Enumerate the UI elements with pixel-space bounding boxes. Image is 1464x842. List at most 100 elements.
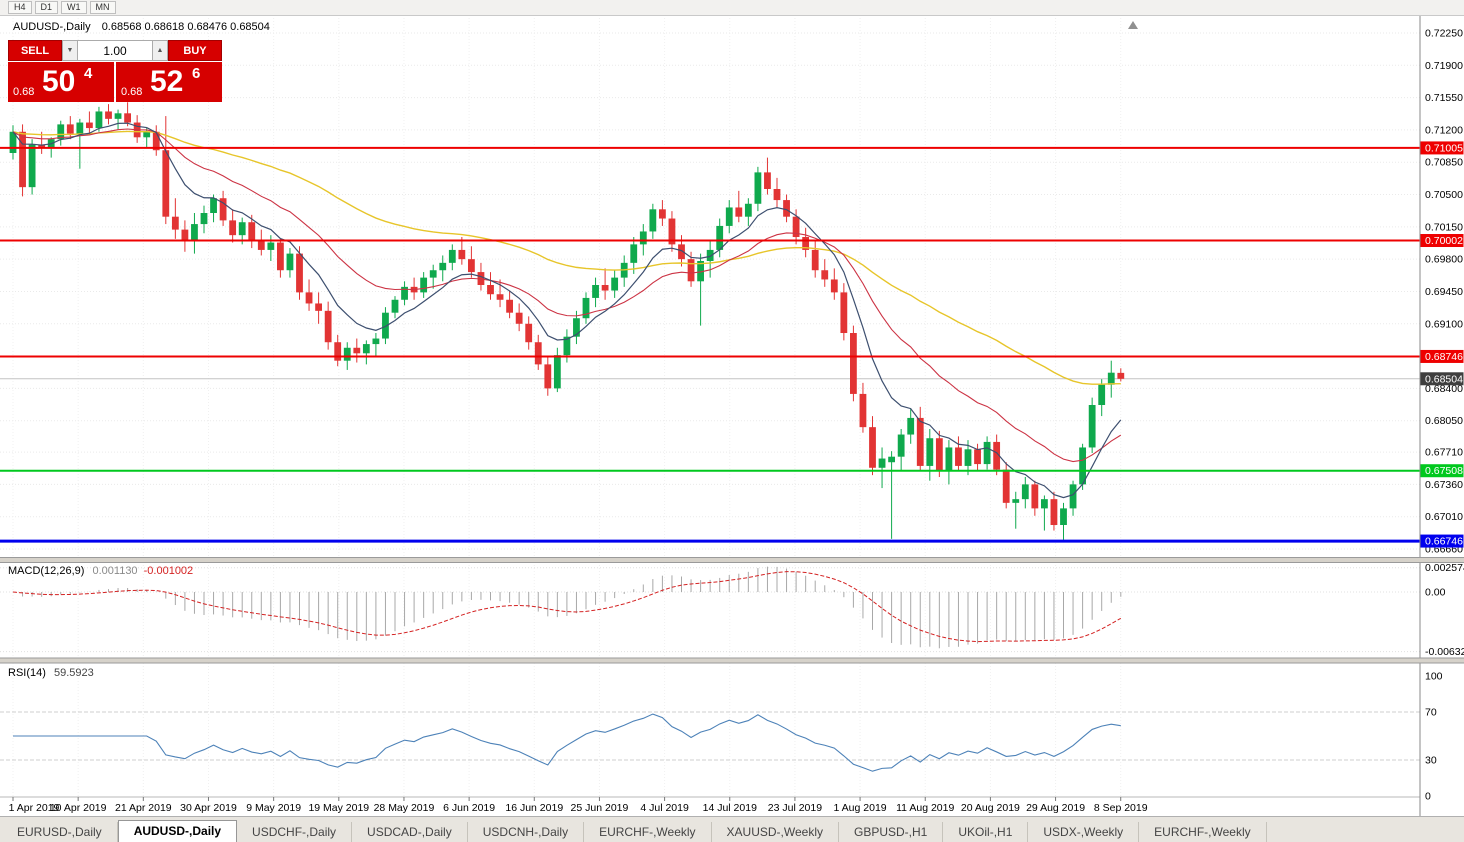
volume-input[interactable] xyxy=(78,40,152,61)
macd-value-signal: -0.001002 xyxy=(143,565,194,577)
svg-text:0.70002: 0.70002 xyxy=(1425,235,1463,247)
svg-text:0.72250: 0.72250 xyxy=(1425,28,1463,40)
svg-text:0.71550: 0.71550 xyxy=(1425,92,1463,104)
tab-usdx-weekly[interactable]: USDX-,Weekly xyxy=(1028,822,1140,842)
svg-text:19 May 2019: 19 May 2019 xyxy=(308,802,369,814)
svg-text:10 Apr 2019: 10 Apr 2019 xyxy=(50,802,107,814)
svg-text:30: 30 xyxy=(1425,755,1437,767)
svg-text:25 Jun 2019: 25 Jun 2019 xyxy=(571,802,629,814)
svg-text:0.69800: 0.69800 xyxy=(1425,254,1463,266)
svg-text:0.70850: 0.70850 xyxy=(1425,157,1463,169)
grid-layer xyxy=(0,18,1420,797)
svg-text:0.70150: 0.70150 xyxy=(1425,221,1463,233)
sell-price-big: 50 xyxy=(42,65,76,98)
sell-price-sup: 4 xyxy=(84,65,93,82)
macd-pane xyxy=(0,566,1420,653)
rsi-title: RSI(14) xyxy=(8,667,46,679)
svg-text:0.68050: 0.68050 xyxy=(1425,415,1463,427)
buy-quote[interactable]: 0.68 52 6 xyxy=(116,62,222,102)
sell-quote[interactable]: 0.68 50 4 xyxy=(8,62,114,102)
buy-price-sup: 6 xyxy=(192,65,201,82)
rsi-label: RSI(14) 59.5923 xyxy=(8,667,94,679)
buy-button[interactable]: BUY xyxy=(168,40,222,61)
volume-up-button[interactable]: ▲ xyxy=(152,40,168,61)
svg-text:16 Jun 2019: 16 Jun 2019 xyxy=(505,802,563,814)
chevron-up-icon: ▲ xyxy=(156,47,164,54)
macd-label: MACD(12,26,9) 0.001130 -0.001002 xyxy=(8,565,193,577)
svg-text:6 Jun 2019: 6 Jun 2019 xyxy=(443,802,495,814)
tab-usdcad-daily[interactable]: USDCAD-,Daily xyxy=(352,822,468,842)
tab-usdchf-daily[interactable]: USDCHF-,Daily xyxy=(237,822,353,842)
svg-text:8 Sep 2019: 8 Sep 2019 xyxy=(1094,802,1148,814)
chart-ohlc-values: 0.68568 0.68618 0.68476 0.68504 xyxy=(101,21,270,33)
chart-symbol-label: AUDUSD-,Daily xyxy=(13,21,91,33)
svg-text:0.67360: 0.67360 xyxy=(1425,479,1463,491)
svg-text:70: 70 xyxy=(1425,707,1437,719)
svg-text:0.002574: 0.002574 xyxy=(1425,562,1464,574)
svg-text:0.66746: 0.66746 xyxy=(1425,536,1463,548)
svg-text:30 Apr 2019: 30 Apr 2019 xyxy=(180,802,237,814)
tab-usdcnh-daily[interactable]: USDCNH-,Daily xyxy=(468,822,585,842)
chevron-down-icon: ▼ xyxy=(66,47,74,54)
svg-text:0.00: 0.00 xyxy=(1425,587,1446,599)
svg-text:20 Aug 2019: 20 Aug 2019 xyxy=(961,802,1020,814)
macd-value-main: 0.001130 xyxy=(92,565,138,577)
tab-gbpusd-h1[interactable]: GBPUSD-,H1 xyxy=(839,822,944,842)
period-toolbar: H4 D1 W1 MN xyxy=(0,0,1464,16)
buy-price-big: 52 xyxy=(150,65,184,98)
one-click-trade-panel: SELL ▼ ▲ BUY 0.68 50 4 0.68 52 6 xyxy=(8,40,222,102)
chart-shift-icon xyxy=(1128,21,1138,29)
svg-text:-0.006326: -0.006326 xyxy=(1425,646,1464,658)
svg-text:0.68746: 0.68746 xyxy=(1425,351,1463,363)
volume-down-button[interactable]: ▼ xyxy=(62,40,78,61)
period-button-h4[interactable]: H4 xyxy=(8,1,32,14)
svg-text:0.69450: 0.69450 xyxy=(1425,286,1463,298)
svg-text:0.68400: 0.68400 xyxy=(1425,383,1463,395)
rsi-pane xyxy=(0,711,1464,798)
svg-text:0.68504: 0.68504 xyxy=(1425,373,1463,385)
sell-button[interactable]: SELL xyxy=(8,40,62,61)
chart-header: AUDUSD-,Daily 0.68568 0.68618 0.68476 0.… xyxy=(13,21,270,33)
period-button-w1[interactable]: W1 xyxy=(61,1,87,14)
moving-average-lines xyxy=(12,122,1122,499)
svg-text:14 Jul 2019: 14 Jul 2019 xyxy=(703,802,757,814)
tab-ukoil-h1[interactable]: UKOil-,H1 xyxy=(943,822,1029,842)
svg-text:23 Jul 2019: 23 Jul 2019 xyxy=(768,802,822,814)
tab-xauusd-weekly[interactable]: XAUUSD-,Weekly xyxy=(712,822,839,842)
tab-eurusd-daily[interactable]: EURUSD-,Daily xyxy=(2,822,118,842)
svg-text:0.71005: 0.71005 xyxy=(1425,142,1463,154)
svg-text:0.71900: 0.71900 xyxy=(1425,60,1463,72)
price-axis: 0.72250 0.71900 0.71550 0.71200 0.70850 0.705… xyxy=(1419,16,1464,816)
svg-text:1 Apr 2019: 1 Apr 2019 xyxy=(9,802,60,814)
svg-text:0.67508: 0.67508 xyxy=(1425,465,1463,477)
svg-text:28 May 2019: 28 May 2019 xyxy=(374,802,435,814)
chart-tab-bar: EURUSD-,Daily AUDUSD-,Daily USDCHF-,Daily U… xyxy=(0,816,1464,842)
svg-text:100: 100 xyxy=(1425,671,1443,683)
svg-text:0.67710: 0.67710 xyxy=(1425,447,1463,459)
tab-eurchf-weekly[interactable]: EURCHF-,Weekly xyxy=(584,822,712,842)
period-button-d1[interactable]: D1 xyxy=(34,1,59,14)
rsi-value: 59.5923 xyxy=(53,667,94,679)
pane-separators xyxy=(0,557,1464,664)
tab-audusd-daily[interactable]: AUDUSD-,Daily xyxy=(117,820,238,842)
svg-text:0.67010: 0.67010 xyxy=(1425,511,1463,523)
tab-eurchf-weekly[interactable]: EURCHF-,Weekly xyxy=(1139,822,1267,842)
svg-text:1 Aug 2019: 1 Aug 2019 xyxy=(834,802,887,814)
svg-text:21 Apr 2019: 21 Apr 2019 xyxy=(115,802,172,814)
sell-price-base: 0.68 xyxy=(13,86,35,98)
macd-title: MACD(12,26,9) xyxy=(8,565,85,577)
svg-text:29 Aug 2019: 29 Aug 2019 xyxy=(1026,802,1085,814)
buy-price-base: 0.68 xyxy=(121,86,143,98)
hlines[interactable] xyxy=(0,146,1420,543)
svg-text:11 Aug 2019: 11 Aug 2019 xyxy=(896,802,954,814)
svg-text:0.70500: 0.70500 xyxy=(1425,189,1463,201)
period-button-mn[interactable]: MN xyxy=(89,1,116,14)
svg-text:0.71200: 0.71200 xyxy=(1425,124,1463,136)
svg-text:0: 0 xyxy=(1425,791,1431,803)
svg-text:4 Jul 2019: 4 Jul 2019 xyxy=(640,802,689,814)
svg-text:9 May 2019: 9 May 2019 xyxy=(246,802,301,814)
svg-text:0.69100: 0.69100 xyxy=(1425,318,1463,330)
